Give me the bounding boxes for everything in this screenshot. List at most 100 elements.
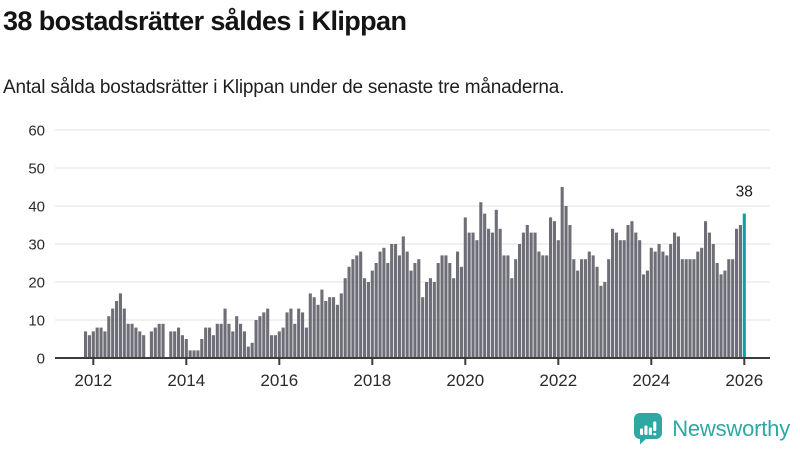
x-axis-tick-label: 2020: [446, 371, 484, 390]
bar: [521, 232, 525, 358]
bar: [700, 247, 704, 358]
bar: [138, 331, 142, 358]
bar: [293, 323, 297, 358]
bar: [196, 350, 200, 358]
bar: [134, 327, 138, 358]
bar: [428, 278, 432, 358]
bar: [374, 263, 378, 358]
bar: [572, 259, 576, 358]
bar: [580, 259, 584, 358]
bar: [285, 312, 289, 358]
bar: [490, 232, 494, 358]
bar: [525, 225, 529, 358]
bar: [118, 293, 122, 358]
bar: [692, 259, 696, 358]
bar: [576, 270, 580, 358]
y-axis-tick-label: 10: [28, 313, 45, 330]
y-axis-tick-label: 40: [28, 199, 45, 216]
speech-bubble-shape: [634, 413, 663, 445]
bar: [738, 225, 742, 358]
bar: [463, 217, 467, 358]
bar: [541, 255, 545, 358]
chart-title: 38 bostadsrätter såldes i Klippan: [3, 6, 407, 36]
bar: [208, 327, 212, 358]
bar: [649, 247, 653, 358]
bar: [475, 240, 479, 358]
bar: [184, 339, 188, 358]
bar: [115, 301, 119, 358]
bar: [126, 323, 130, 358]
highlight-value-label: 38: [736, 184, 753, 201]
bar: [308, 293, 312, 358]
bar: [568, 225, 572, 358]
bar: [394, 244, 398, 358]
bar: [564, 206, 568, 358]
bar: [653, 251, 657, 358]
bar: [715, 263, 719, 358]
bar: [735, 228, 739, 358]
bar: [560, 187, 564, 358]
bar: [301, 312, 305, 358]
bar: [657, 244, 661, 358]
highlighted-bar: [742, 213, 746, 358]
bar: [339, 293, 343, 358]
bar: [471, 232, 475, 358]
bar: [487, 228, 491, 358]
bar: [235, 316, 239, 358]
bar: [397, 255, 401, 358]
bar-chart: 0 10 20 30 40 50 60 2012 2014 2016 2018 2020 2022 202…: [28, 123, 770, 390]
bar: [347, 266, 351, 358]
bar: [704, 221, 708, 358]
bar: [514, 259, 518, 358]
bar: [262, 312, 266, 358]
bar: [630, 221, 634, 358]
bar: [180, 335, 184, 358]
bar: [417, 259, 421, 358]
bar: [149, 331, 153, 358]
bar: [661, 251, 665, 358]
y-axis-tick-label: 30: [28, 237, 45, 254]
bar: [533, 232, 537, 358]
bar: [312, 297, 316, 358]
bar: [215, 323, 219, 358]
y-axis-tick-label: 20: [28, 275, 45, 292]
bar: [545, 255, 549, 358]
bar: [591, 255, 595, 358]
bar: [626, 225, 630, 358]
bar: [219, 323, 223, 358]
bar: [727, 259, 731, 358]
mini-bar-chart-glyph: [640, 421, 657, 436]
bar: [103, 331, 107, 358]
newsworthy-logo-icon: [634, 413, 663, 445]
bar: [638, 240, 642, 358]
x-axis-tick-label: 2018: [353, 371, 391, 390]
bar: [297, 308, 301, 358]
bar: [335, 304, 339, 358]
y-axis-tick-label: 60: [28, 123, 45, 140]
bar: [142, 335, 146, 358]
bar: [413, 263, 417, 358]
bar: [211, 335, 215, 358]
bar: [506, 255, 510, 358]
bar: [239, 323, 243, 358]
bar: [273, 335, 277, 358]
bar: [250, 342, 254, 358]
bar: [169, 331, 173, 358]
bar: [231, 331, 235, 358]
bar: [111, 308, 115, 358]
bar: [246, 346, 250, 358]
bar: [254, 320, 258, 358]
bar: [552, 221, 556, 358]
brand-footer: Newsworthy: [633, 412, 790, 445]
bar: [99, 327, 103, 358]
bar: [731, 259, 735, 358]
bar: [510, 278, 514, 358]
bar: [618, 240, 622, 358]
bar: [688, 259, 692, 358]
bar: [355, 255, 359, 358]
bar: [459, 266, 463, 358]
bar: [188, 350, 192, 358]
bar: [242, 331, 246, 358]
bar: [107, 316, 111, 358]
bar: [351, 259, 355, 358]
